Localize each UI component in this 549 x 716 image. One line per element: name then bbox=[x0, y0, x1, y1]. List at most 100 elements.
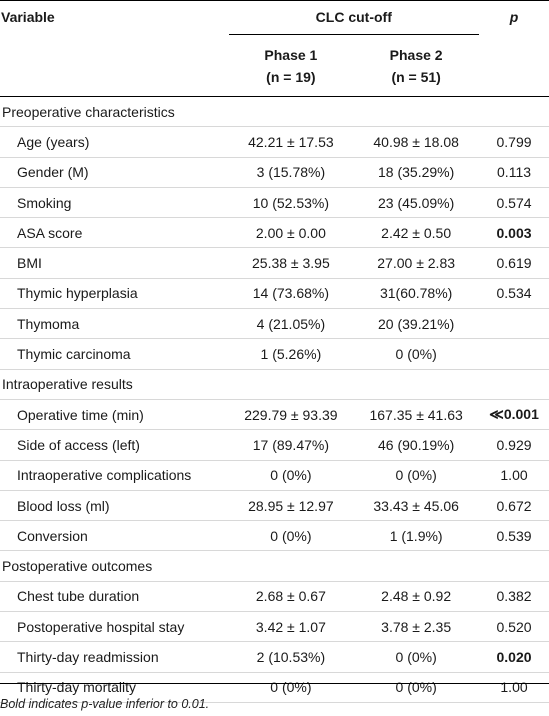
p-value-cell: 0.003 bbox=[479, 217, 549, 249]
phase1-cell: 42.21 ± 17.53 bbox=[228, 126, 354, 158]
table-row: Thirty-day mortality 0 (0%) 0 (0%) 1.00 bbox=[0, 672, 549, 703]
phase2-cell: 2.42 ± 0.50 bbox=[353, 217, 480, 249]
phase2-cell: 0 (0%) bbox=[353, 338, 480, 370]
table-row: Side of access (left) 17 (89.47%) 46 (90.1… bbox=[0, 429, 549, 461]
p-value-cell: 0.929 bbox=[479, 429, 549, 461]
p-value-cell bbox=[479, 308, 549, 340]
header-row-2: Phase 1 (n = 19) Phase 2 (n = 51) bbox=[0, 35, 549, 97]
phase2-cell: 0 (0%) bbox=[353, 460, 480, 491]
p-value-cell: 1.00 bbox=[479, 672, 549, 703]
phase2-cell: 167.35 ± 41.63 bbox=[353, 399, 480, 431]
table-row: BMI 25.38 ± 3.95 27.00 ± 2.83 0.619 bbox=[0, 247, 549, 279]
section-header-row: Preoperative characteristics bbox=[0, 96, 549, 128]
section-header-row: Intraoperative results bbox=[0, 369, 549, 400]
header-blank-p bbox=[479, 35, 549, 97]
p-value-cell: 0.619 bbox=[479, 247, 549, 279]
variable-cell: Blood loss (ml) bbox=[0, 490, 229, 522]
variable-cell: Thymoma bbox=[0, 308, 229, 340]
phase2-title: Phase 2 bbox=[389, 46, 443, 63]
p-value-cell: 0.113 bbox=[479, 157, 549, 188]
phase2-cell: 20 (39.21%) bbox=[353, 308, 480, 340]
header-row-1: Variable CLC cut-off p bbox=[0, 0, 549, 35]
table-row: Intraoperative complications 0 (0%) 0 (0%)… bbox=[0, 460, 549, 491]
table-row: Gender (M) 3 (15.78%) 18 (35.29%) 0.113 bbox=[0, 157, 549, 188]
variable-cell: ASA score bbox=[0, 217, 229, 249]
clc-cutoff-header: CLC cut-off bbox=[228, 0, 480, 35]
variable-cell: Smoking bbox=[0, 187, 229, 219]
variable-cell: Chest tube duration bbox=[0, 581, 229, 613]
variable-cell: Conversion bbox=[0, 520, 229, 552]
p-value-cell: 1.00 bbox=[479, 460, 549, 491]
phase2-cell: 1 (1.9%) bbox=[353, 520, 480, 552]
header-blank bbox=[0, 35, 229, 97]
phase2-cell: 33.43 ± 45.06 bbox=[353, 490, 480, 522]
phase1-cell: 0 (0%) bbox=[228, 520, 354, 552]
table-row: Thymic carcinoma 1 (5.26%) 0 (0%) bbox=[0, 338, 549, 370]
table-row: Age (years) 42.21 ± 17.53 40.98 ± 18.08 0.7… bbox=[0, 126, 549, 158]
phase1-cell: 3 (15.78%) bbox=[228, 157, 354, 188]
section-title: Preoperative characteristics bbox=[0, 96, 549, 128]
phase1-cell: 14 (73.68%) bbox=[228, 278, 354, 310]
section-title: Postoperative outcomes bbox=[0, 550, 549, 582]
table-row: Thirty-day readmission 2 (10.53%) 0 (0%) 0.… bbox=[0, 641, 549, 673]
p-header: p bbox=[509, 9, 519, 26]
table-bottom-rule bbox=[0, 683, 549, 684]
p-value-cell bbox=[479, 338, 549, 370]
phase1-cell: 2.68 ± 0.67 bbox=[228, 581, 354, 613]
variable-cell: Side of access (left) bbox=[0, 429, 229, 461]
phase1-cell: 3.42 ± 1.07 bbox=[228, 611, 354, 643]
phase1-cell: 1 (5.26%) bbox=[228, 338, 354, 370]
variable-header: Variable bbox=[1, 9, 55, 26]
phase2-cell: 46 (90.19%) bbox=[353, 429, 480, 461]
phase2-n: (n = 51) bbox=[391, 68, 441, 85]
table-row: Blood loss (ml) 28.95 ± 12.97 33.43 ± 45.0… bbox=[0, 490, 549, 522]
variable-cell: Operative time (min) bbox=[0, 399, 229, 431]
p-value-cell: 0.672 bbox=[479, 490, 549, 522]
p-value-cell: 0.382 bbox=[479, 581, 549, 613]
table-row: Conversion 0 (0%) 1 (1.9%) 0.539 bbox=[0, 520, 549, 552]
section-title: Intraoperative results bbox=[0, 369, 549, 400]
variable-cell: Gender (M) bbox=[0, 157, 229, 188]
p-value-cell: 0.520 bbox=[479, 611, 549, 643]
phase1-cell: 0 (0%) bbox=[228, 672, 354, 703]
phase1-cell: 0 (0%) bbox=[228, 460, 354, 491]
table-row: Chest tube duration 2.68 ± 0.67 2.48 ± 0.9… bbox=[0, 581, 549, 613]
variable-cell: Thirty-day readmission bbox=[0, 641, 229, 673]
variable-cell: BMI bbox=[0, 247, 229, 279]
table-row: Thymic hyperplasia 14 (73.68%) 31(60.78%) 0… bbox=[0, 278, 549, 310]
phase1-cell: 25.38 ± 3.95 bbox=[228, 247, 354, 279]
phase1-cell: 2.00 ± 0.00 bbox=[228, 217, 354, 249]
p-value-cell: 0.539 bbox=[479, 520, 549, 552]
variable-cell: Postoperative hospital stay bbox=[0, 611, 229, 643]
variable-cell: Intraoperative complications bbox=[0, 460, 229, 491]
phase2-cell: 27.00 ± 2.83 bbox=[353, 247, 480, 279]
phase1-cell: 2 (10.53%) bbox=[228, 641, 354, 673]
phase1-cell: 229.79 ± 93.39 bbox=[228, 399, 354, 431]
phase2-cell: 18 (35.29%) bbox=[353, 157, 480, 188]
phase1-cell: 28.95 ± 12.97 bbox=[228, 490, 354, 522]
phase2-cell: 0 (0%) bbox=[353, 672, 480, 703]
table-row: Operative time (min) 229.79 ± 93.39 167.35… bbox=[0, 399, 549, 431]
phase2-cell: 31(60.78%) bbox=[353, 278, 480, 310]
variable-cell: Thymic hyperplasia bbox=[0, 278, 229, 310]
table-row: Postoperative hospital stay 3.42 ± 1.07 3.… bbox=[0, 611, 549, 643]
phase2-cell: 3.78 ± 2.35 bbox=[353, 611, 480, 643]
phase2-header: Phase 2 (n = 51) bbox=[353, 35, 479, 97]
phase1-n: (n = 19) bbox=[266, 68, 316, 85]
phase1-title: Phase 1 bbox=[264, 46, 318, 63]
phase1-header: Phase 1 (n = 19) bbox=[229, 35, 354, 97]
variable-cell: Age (years) bbox=[0, 126, 229, 158]
table-footnote: Bold indicates p-value inferior to 0.01. bbox=[0, 697, 210, 711]
p-value-cell: ≪0.001 bbox=[479, 399, 549, 431]
phase1-cell: 4 (21.05%) bbox=[228, 308, 354, 340]
phase2-cell: 2.48 ± 0.92 bbox=[353, 581, 480, 613]
table-row: Smoking 10 (52.53%) 23 (45.09%) 0.574 bbox=[0, 187, 549, 219]
phase2-cell: 40.98 ± 18.08 bbox=[353, 126, 480, 158]
phase2-cell: 23 (45.09%) bbox=[353, 187, 480, 219]
p-value-cell: 0.020 bbox=[479, 641, 549, 673]
phase1-cell: 10 (52.53%) bbox=[228, 187, 354, 219]
variable-cell: Thymic carcinoma bbox=[0, 338, 229, 370]
section-header-row: Postoperative outcomes bbox=[0, 550, 549, 582]
